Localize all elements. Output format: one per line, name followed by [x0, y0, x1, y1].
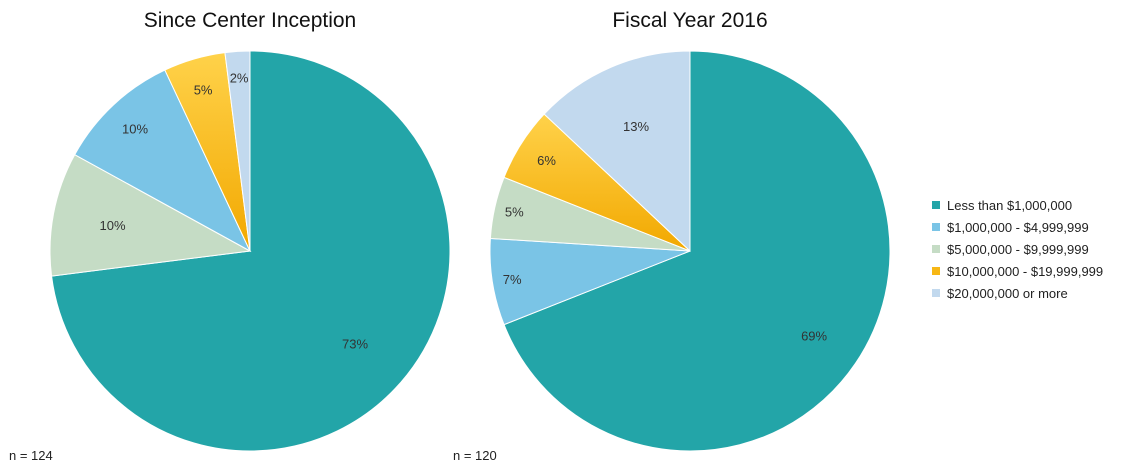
pie-slice-1-000-000-4-999-999 [74, 69, 252, 253]
pie-slice-20-000-000-or-more [224, 50, 251, 252]
legend-label: $5,000,000 - $9,999,999 [947, 241, 1089, 257]
legend-label: Less than $1,000,000 [947, 197, 1073, 213]
pie-data-label: 6% [537, 153, 556, 168]
chart-1-title: Since Center Inception [144, 9, 356, 32]
pie-chart-fiscal-year-2016: 69% 7% 5% 6% 13% [489, 50, 891, 452]
chart-2-title: Fiscal Year 2016 [612, 9, 767, 32]
pie-data-label: 5% [194, 83, 213, 98]
legend-swatch [932, 289, 940, 297]
legend-item: $1,000,000 - $4,999,999 [932, 216, 1103, 238]
pie-data-label: 2% [230, 70, 249, 85]
legend-label: $20,000,000 or more [947, 285, 1068, 301]
pie-slice-less-than-1-000-000 [503, 50, 891, 452]
legend-label: $10,000,000 - $19,999,999 [947, 263, 1104, 279]
pie-data-label: 73% [342, 337, 368, 352]
legend-swatch [932, 245, 940, 253]
pie-data-label: 13% [623, 119, 649, 134]
legend-item: $10,000,000 - $19,999,999 [932, 260, 1103, 282]
pie-slice-5-000-000-9-999-999 [49, 153, 252, 277]
legend-swatch [932, 223, 940, 231]
pie-data-label: 5% [505, 205, 524, 220]
legend-swatch [932, 267, 940, 275]
legend-item: Less than $1,000,000 [932, 194, 1103, 216]
pie-data-label: 10% [122, 122, 148, 137]
pie-data-label: 10% [99, 218, 125, 233]
pie-data-label: 69% [801, 328, 827, 343]
chart-2-sample-size: n = 120 [453, 448, 497, 463]
pie-slice-20-000-000-or-more [543, 50, 691, 253]
chart-legend: Less than $1,000,000 $1,000,000 - $4,999… [932, 194, 1103, 304]
chart-1-sample-size: n = 124 [9, 448, 53, 463]
legend-swatch [932, 201, 940, 209]
legend-item: $20,000,000 or more [932, 282, 1103, 304]
legend-item: $5,000,000 - $9,999,999 [932, 238, 1103, 260]
pie-data-label: 7% [503, 272, 522, 287]
legend-label: $1,000,000 - $4,999,999 [947, 219, 1089, 235]
pie-chart-since-inception: 73% 10% 10% 5% 2% [49, 50, 451, 452]
